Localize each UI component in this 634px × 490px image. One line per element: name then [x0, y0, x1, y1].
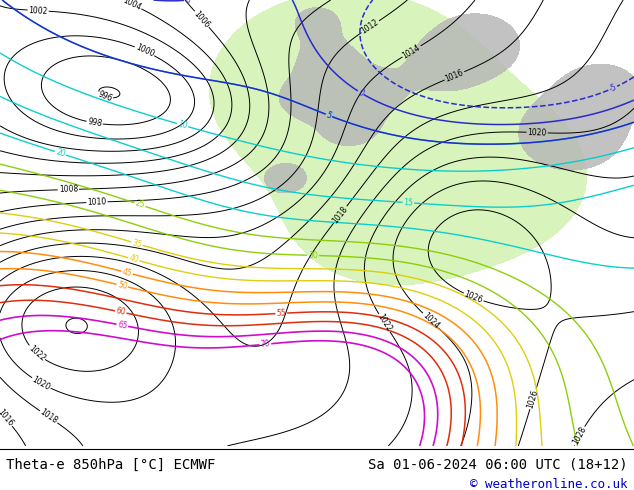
Text: 1018: 1018 [331, 204, 350, 225]
Text: 0: 0 [184, 0, 190, 5]
Text: 65: 65 [117, 320, 128, 331]
Text: 1002: 1002 [29, 5, 48, 16]
Text: 1014: 1014 [401, 43, 422, 60]
Text: 1016: 1016 [444, 68, 465, 84]
Text: 15: 15 [403, 198, 413, 207]
Text: 45: 45 [121, 267, 133, 278]
Text: 1008: 1008 [58, 185, 78, 195]
Text: 10: 10 [177, 120, 188, 131]
Text: 20: 20 [55, 147, 67, 159]
Text: 1020: 1020 [30, 375, 52, 392]
Text: -5: -5 [607, 83, 618, 94]
Text: © weatheronline.co.uk: © weatheronline.co.uk [470, 478, 628, 490]
Text: 1018: 1018 [38, 408, 59, 426]
Text: 30: 30 [308, 251, 318, 260]
Text: Sa 01-06-2024 06:00 UTC (18+12): Sa 01-06-2024 06:00 UTC (18+12) [368, 458, 628, 471]
Text: 1022: 1022 [375, 313, 393, 334]
Text: Theta-e 850hPa [°C] ECMWF: Theta-e 850hPa [°C] ECMWF [6, 458, 216, 471]
Text: 5: 5 [325, 110, 333, 121]
Text: 1028: 1028 [571, 425, 588, 446]
Text: 40: 40 [128, 254, 139, 265]
Text: 1024: 1024 [420, 311, 441, 330]
Text: 1026: 1026 [526, 389, 540, 410]
Text: 1010: 1010 [87, 197, 107, 207]
Text: 1006: 1006 [192, 9, 212, 29]
Text: 1000: 1000 [134, 43, 155, 59]
Text: 1016: 1016 [0, 408, 15, 428]
Text: 70: 70 [260, 339, 271, 349]
Text: 50: 50 [117, 280, 128, 291]
Text: 35: 35 [131, 238, 143, 249]
Text: 998: 998 [87, 117, 103, 128]
Text: 1026: 1026 [463, 290, 484, 305]
Text: 60: 60 [115, 307, 126, 318]
Text: 0: 0 [356, 88, 365, 98]
Text: 1022: 1022 [27, 343, 47, 363]
Text: 1012: 1012 [359, 18, 380, 36]
Text: 55: 55 [276, 309, 287, 318]
Text: 1020: 1020 [527, 128, 547, 137]
Text: 996: 996 [96, 90, 113, 104]
Text: 25: 25 [134, 199, 146, 210]
Text: 1004: 1004 [121, 0, 143, 12]
Text: 5: 5 [325, 110, 333, 121]
